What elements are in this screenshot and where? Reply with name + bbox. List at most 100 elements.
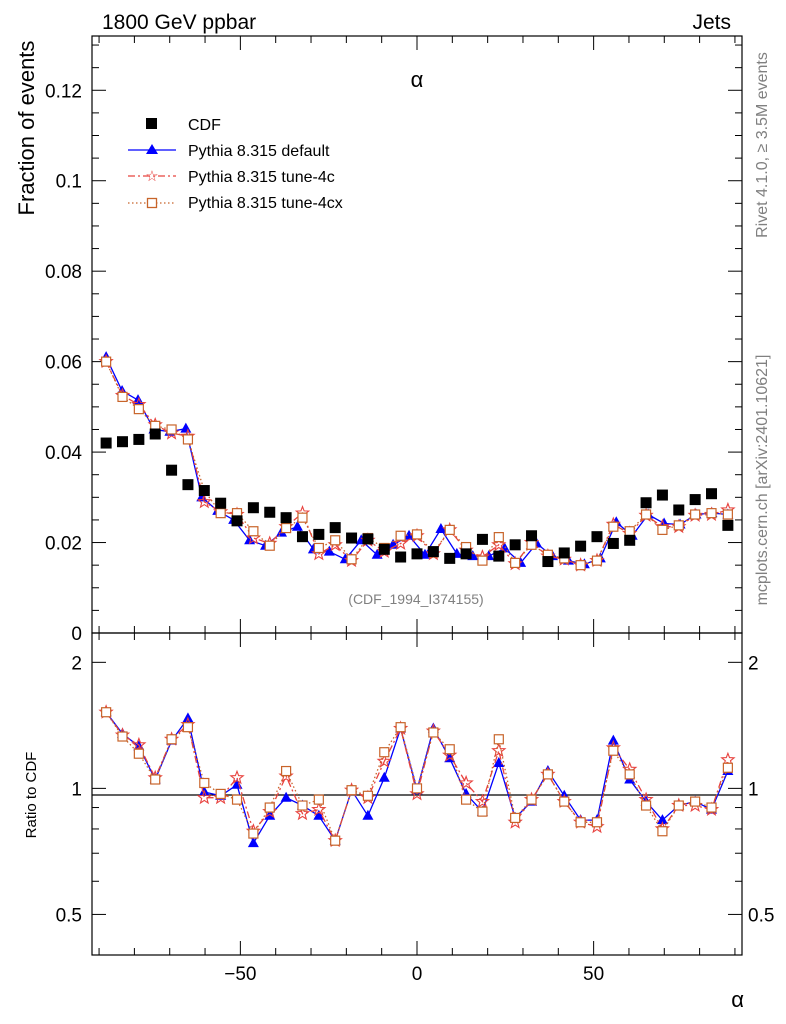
data-point-pythia-8-315-tune-4cx [706,508,717,519]
right-title: Jets [692,11,731,34]
ratio-point-pythia-8-315-tune-4cx [657,826,668,837]
data-point-cdf [329,522,341,534]
data-point-pythia-8-315-tune-4cx [444,524,455,535]
ratio-point-pythia-8-315-tune-4cx [526,794,537,805]
ratio-y-tick-label-right: 0.5 [748,905,774,926]
y-tick-label: 0.1 [56,172,82,193]
data-point-cdf [493,550,505,562]
data-point-cdf [722,519,734,531]
ratio-point-pythia-8-315-tune-4cx [182,722,194,733]
ratio-y-tick-label-left: 2 [71,653,82,674]
ratio-point-pythia-8-315-tune-4cx [575,817,586,828]
rivet-version-note: Rivet 4.1.0, ≥ 3.5M events [754,52,771,238]
x-tick-label: −50 [224,964,256,985]
x-axis-label: α [731,987,744,1012]
data-point-cdf [624,534,636,546]
data-point-pythia-8-315-tune-4cx [690,509,701,520]
data-point-cdf [558,547,570,559]
ratio-point-pythia-8-315-tune-4cx [591,817,603,828]
data-point-cdf [673,504,685,516]
data-point-cdf [411,548,423,560]
ratio-point-pythia-8-315-tune-4cx [510,812,521,824]
ratio-point-pythia-8-315-tune-4cx [542,769,553,780]
data-point-cdf [378,543,390,555]
data-point-cdf [116,436,128,448]
data-point-pythia-8-315-tune-4cx [166,424,177,435]
ratio-point-pythia-8-315-tune-4cx [281,765,292,777]
y-tick-label: 0.12 [45,81,82,102]
data-point-pythia-8-315-tune-4cx [330,535,341,546]
y-tick-label: 0.02 [45,534,82,555]
data-point-pythia-8-315-tune-4cx [493,532,504,543]
ratio-point-pythia-8-315-tune-4c [720,751,736,767]
ratio-point-pythia-8-315-tune-4cx [117,731,128,742]
y-tick-label: 0.04 [45,443,82,464]
data-point-cdf [509,539,521,551]
ratio-point-pythia-8-315-tune-4cx [444,744,455,755]
ratio-point-pythia-8-315-tune-4cx [477,806,488,817]
ratio-point-pythia-8-315-tune-4cx [150,774,161,785]
ratio-point-pythia-8-315-tune-4cx [706,802,717,813]
data-point-pythia-8-315-tune-4cx [281,522,292,534]
data-point-cdf [395,551,407,563]
data-point-cdf [656,489,668,501]
y-axis-label: Fraction of events [14,41,39,216]
data-point-cdf [313,528,325,540]
data-point-pythia-8-315-tune-4cx [395,530,406,541]
data-point-cdf [362,533,374,545]
ratio-point-pythia-8-315-tune-4c [229,769,245,785]
ratio-point-pythia-8-315-tune-4cx [346,785,357,796]
legend-label-cdf: CDF [188,117,221,134]
left-title: 1800 GeV ppbar [102,11,256,34]
ratio-y-tick-label-right: 2 [748,653,759,674]
data-point-pythia-8-315-tune-4c [393,535,409,550]
data-point-cdf [166,464,178,476]
ratio-point-pythia-8-315-tune-4c [474,793,491,809]
data-point-cdf [133,433,145,445]
data-point-pythia-8-315-tune-4cx [264,540,275,551]
ratio-point-pythia-8-315-tune-4cx [411,783,423,794]
data-point-pythia-8-315-tune-4cx [657,524,668,535]
data-point-pythia-8-315-tune-4cx [101,356,112,367]
data-point-cdf [640,497,652,509]
ratio-point-pythia-8-315-tune-4cx [379,747,390,758]
legend: CDF Pythia 8.315 default ☆ Pythia 8.315 … [128,117,343,212]
data-point-pythia-8-315-default [403,529,415,540]
data-point-cdf [591,531,603,543]
ratio-point-pythia-8-315-tune-4cx [199,777,210,789]
data-point-cdf [575,540,587,552]
y-tick-label: 0.06 [45,353,82,374]
data-point-pythia-8-315-tune-4cx [346,554,357,565]
data-point-pythia-8-315-tune-4cx [591,555,603,566]
data-point-pythia-8-315-default [180,422,192,433]
data-point-cdf [231,515,243,527]
data-point-pythia-8-315-tune-4cx [575,560,586,571]
ratio-point-pythia-8-315-tune-4cx [690,796,701,807]
data-point-pythia-8-315-tune-4cx [248,526,259,537]
ratio-y-axis-label: Ratio to CDF [23,752,40,839]
data-point-pythia-8-315-default [291,520,303,531]
ratio-point-pythia-8-315-tune-4cx [297,800,308,811]
ratio-point-pythia-8-315-tune-4cx [133,748,144,759]
legend-label-tune4cx: Pythia 8.315 tune-4cx [188,195,343,212]
legend-marker-default [146,144,158,154]
ratio-point-pythia-8-315-default [656,814,668,825]
data-point-cdf [264,506,276,518]
data-point-cdf [182,479,194,491]
ratio-point-pythia-8-315-default [607,734,619,745]
ratio-line-pythia-8-315-tune-4c [105,711,729,843]
ratio-point-pythia-8-315-tune-4c [376,753,393,768]
data-point-pythia-8-315-tune-4cx [673,520,684,531]
data-point-cdf [542,556,554,568]
data-point-cdf [296,531,308,543]
ratio-point-pythia-8-315-tune-4c [491,742,507,758]
ratio-point-pythia-8-315-tune-4cx [722,762,733,773]
ratio-point-pythia-8-315-tune-4cx [166,734,177,745]
ratio-point-pythia-8-315-tune-4c [196,789,213,805]
y-tick-label: 0.08 [45,262,82,283]
plot-title: α [411,67,424,92]
ratio-point-pythia-8-315-tune-4cx [428,727,439,738]
data-point-pythia-8-315-tune-4cx [477,555,488,566]
data-point-pythia-8-315-default [435,522,447,533]
data-point-cdf [346,532,358,544]
